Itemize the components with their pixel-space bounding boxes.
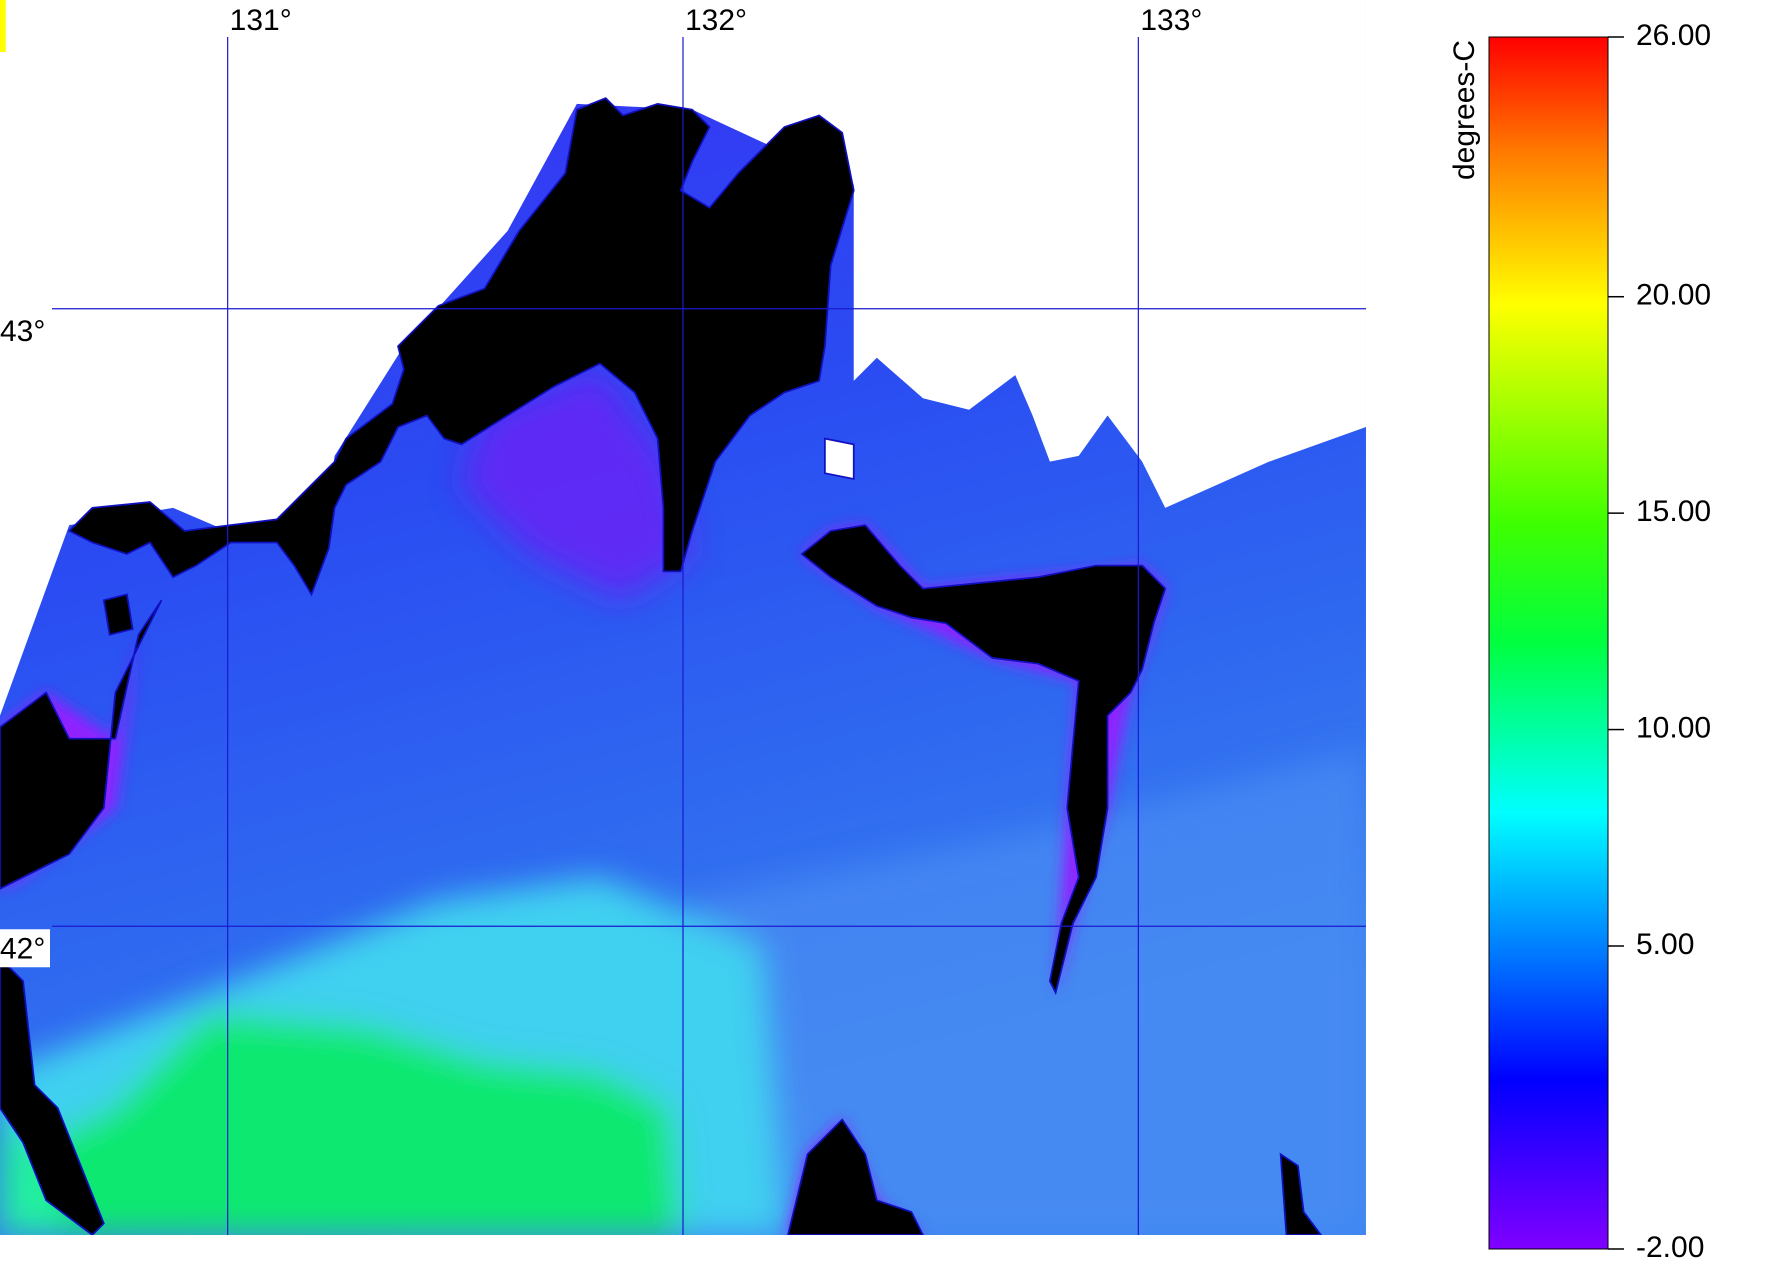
colorbar-tick-label: -2.00 [1636,1231,1704,1264]
colorbar-tick-label: 26.00 [1636,19,1711,52]
colorbar [1488,36,1609,1250]
lon-label: 132° [685,4,747,37]
colorbar-tick-label: 5.00 [1636,928,1694,961]
lat-label-bg [0,311,50,350]
lon-label: 131° [230,4,292,37]
colorbar-ticks: 26.00 20.00 15.00 10.00 5.00 -2.00 [1608,19,1711,1264]
lat-label: 43° [0,315,45,348]
graticule: 131° 132° 133° 43° 42° [0,4,1366,1235]
lat-label-bg [0,929,50,968]
lat-label: 42° [0,932,45,965]
lon-label: 133° [1140,4,1202,37]
colorbar-unit: degrees-C [1448,40,1481,180]
colorbar-tick-label: 15.00 [1636,495,1711,528]
colorbar-tick-label: 20.00 [1636,279,1711,312]
colorbar-tick-label: 10.00 [1636,711,1711,744]
